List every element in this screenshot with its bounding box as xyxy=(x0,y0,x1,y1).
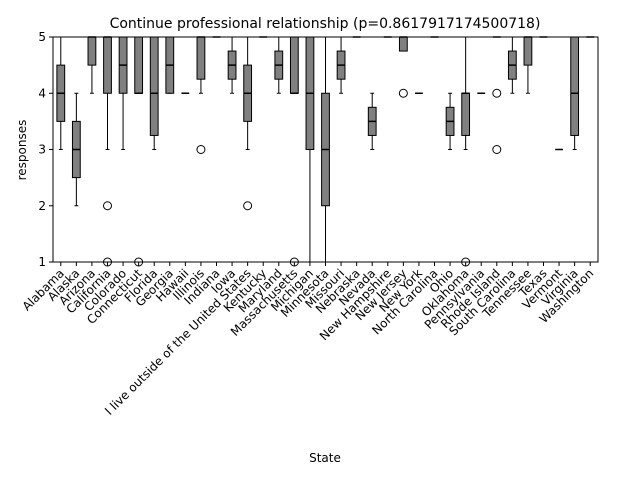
box xyxy=(398,36,408,52)
box xyxy=(103,36,112,94)
flier xyxy=(103,201,112,211)
flier xyxy=(398,88,408,98)
box xyxy=(523,36,533,66)
chart-title: Continue professional relationship (p=0.… xyxy=(110,16,541,32)
x-axis-label: State xyxy=(309,451,341,465)
flier xyxy=(492,145,502,154)
y-tick-label: 1 xyxy=(38,255,46,269)
flier xyxy=(196,145,206,154)
box xyxy=(87,36,97,66)
box xyxy=(461,92,471,136)
flier xyxy=(492,88,502,98)
box xyxy=(149,36,159,136)
box xyxy=(196,36,206,80)
y-tick-label: 2 xyxy=(38,199,46,213)
plot-frame xyxy=(52,36,599,263)
box xyxy=(570,36,580,136)
y-tick-label: 5 xyxy=(38,30,46,44)
y-axis-label: responses xyxy=(15,120,29,181)
flier xyxy=(243,201,253,211)
y-tick-label: 4 xyxy=(38,86,46,100)
box xyxy=(289,36,299,94)
y-tick-label: 3 xyxy=(38,143,46,157)
box xyxy=(134,36,144,94)
